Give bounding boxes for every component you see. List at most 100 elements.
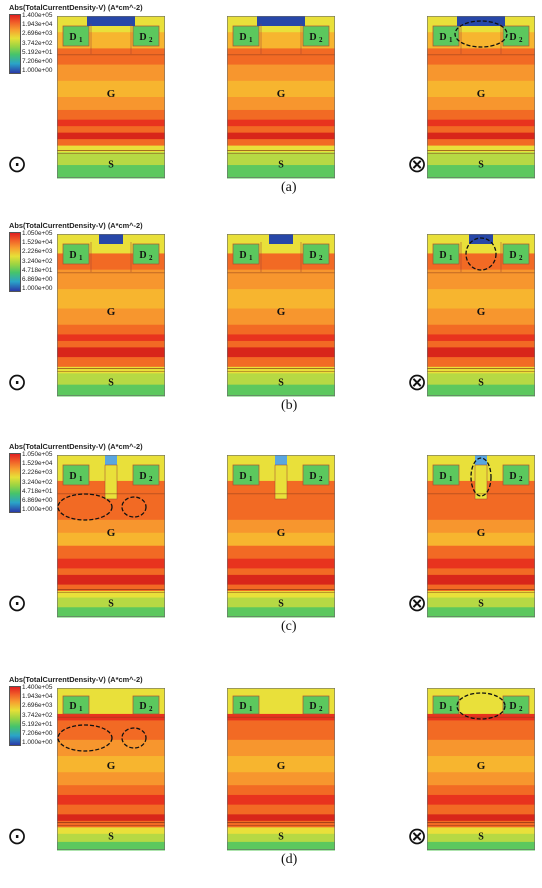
drain2-label: D xyxy=(139,701,146,712)
device-panel-r4-p1: D 1 D 2GS xyxy=(57,688,166,851)
drain2-label: D xyxy=(509,471,516,482)
drain1-subscript: 1 xyxy=(249,36,253,44)
legend-value: 1.000e+00 xyxy=(22,739,53,747)
source-label: S xyxy=(108,831,114,842)
drain1-subscript: 1 xyxy=(79,254,83,262)
legend-value: 5.192e+01 xyxy=(22,48,53,56)
drain1-label: D xyxy=(439,701,446,712)
field-out-of-page-icon: ⊙ xyxy=(7,368,28,396)
drain2-subscript: 2 xyxy=(519,705,523,713)
field-out-of-page-icon: ⊙ xyxy=(7,822,28,850)
source-label: S xyxy=(278,159,284,170)
gate-label: G xyxy=(277,760,286,772)
drain2-subscript: 2 xyxy=(519,254,523,262)
legend-title: Abs(TotalCurrentDensity-V) (A*cm^-2) xyxy=(9,3,143,12)
gate-label: G xyxy=(477,527,486,539)
drain1-subscript: 1 xyxy=(449,475,453,483)
source-label: S xyxy=(108,377,114,388)
drain2-subscript: 2 xyxy=(519,36,523,44)
legend-value: 1.529e+04 xyxy=(22,460,53,468)
drain2-subscript: 2 xyxy=(319,36,323,44)
source-label: S xyxy=(478,159,484,170)
device-panel-r2-p1: D 1 D 2GS xyxy=(57,234,166,397)
legend-value: 6.869e+00 xyxy=(22,497,53,504)
field-into-page-icon: ⊗ xyxy=(407,822,428,850)
subfigure-caption: (a) xyxy=(281,180,297,195)
legend-colorbar xyxy=(9,232,21,292)
drain1-subscript: 1 xyxy=(79,475,83,483)
drain1-label: D xyxy=(69,250,76,261)
field-out-of-page-icon: ⊙ xyxy=(7,589,28,617)
drain2-label: D xyxy=(509,250,516,261)
legend-value: 3.742e+02 xyxy=(22,39,53,47)
legend-value: 1.000e+00 xyxy=(22,67,53,75)
legend-value: 2.226e+03 xyxy=(22,248,53,256)
source-label: S xyxy=(478,831,484,842)
field-into-page-icon: ⊗ xyxy=(407,368,428,396)
device-panel-r1-p2: D 1 D 2GS xyxy=(227,16,336,179)
subfigure-caption: (b) xyxy=(281,398,298,413)
drain1-label: D xyxy=(439,32,446,43)
device-panel-r1-p3: D 1 D 2GS xyxy=(427,16,536,179)
drain1-label: D xyxy=(69,471,76,482)
drain2-subscript: 2 xyxy=(149,475,153,483)
gate-label: G xyxy=(277,306,286,318)
legend-colorbar xyxy=(9,14,21,74)
subfigure-caption: (d) xyxy=(281,852,298,867)
legend-value: 5.192e+01 xyxy=(22,720,53,728)
drain1-label: D xyxy=(239,701,246,712)
source-label: S xyxy=(278,598,284,609)
legend-colorbar xyxy=(9,686,21,746)
device-panel-r3-p3: D 1 D 2GS xyxy=(427,455,536,618)
legend-value: 4.718e+01 xyxy=(22,487,53,495)
drain2-subscript: 2 xyxy=(319,254,323,262)
source-label: S xyxy=(108,598,114,609)
drain1-label: D xyxy=(439,471,446,482)
legend-title: Abs(TotalCurrentDensity-V) (A*cm^-2) xyxy=(9,675,143,684)
gate-label: G xyxy=(107,760,116,772)
source-label: S xyxy=(478,377,484,388)
highlight-ellipse xyxy=(57,493,113,521)
legend-value: 3.240e+02 xyxy=(22,478,53,486)
device-panel-r2-p3: D 1 D 2GS xyxy=(427,234,536,397)
legend-value: 7.206e+00 xyxy=(22,730,53,737)
gate-label: G xyxy=(477,88,486,100)
highlight-ellipse xyxy=(121,496,147,518)
drain1-label: D xyxy=(69,32,76,43)
drain1-subscript: 1 xyxy=(449,36,453,44)
gate-label: G xyxy=(477,306,486,318)
gate-label: G xyxy=(107,88,116,100)
drain1-label: D xyxy=(439,250,446,261)
source-label: S xyxy=(278,831,284,842)
drain2-label: D xyxy=(309,471,316,482)
legend-value: 1.000e+00 xyxy=(22,285,53,293)
source-label: S xyxy=(278,377,284,388)
source-label: S xyxy=(478,598,484,609)
drain2-subscript: 2 xyxy=(149,254,153,262)
legend-value: 1.400e+05 xyxy=(22,12,53,19)
legend-value: 1.000e+00 xyxy=(22,506,53,514)
device-panel-r4-p2: D 1 D 2GS xyxy=(227,688,336,851)
drain1-subscript: 1 xyxy=(79,36,83,44)
drain2-label: D xyxy=(139,32,146,43)
highlight-ellipse xyxy=(57,724,113,752)
legend-title: Abs(TotalCurrentDensity-V) (A*cm^-2) xyxy=(9,221,143,230)
gate-label: G xyxy=(107,527,116,539)
legend-value: 1.050e+05 xyxy=(22,451,53,458)
drain2-label: D xyxy=(509,701,516,712)
gate-label: G xyxy=(107,306,116,318)
legend-value: 1.400e+05 xyxy=(22,684,53,691)
legend-value: 1.943e+04 xyxy=(22,21,53,29)
field-into-page-icon: ⊗ xyxy=(407,589,428,617)
drain2-subscript: 2 xyxy=(319,475,323,483)
legend-value: 6.869e+00 xyxy=(22,276,53,283)
legend-colorbar xyxy=(9,453,21,513)
device-panel-r4-p3: D 1 D 2GS xyxy=(427,688,536,851)
gate-label: G xyxy=(477,760,486,772)
highlight-ellipse xyxy=(470,457,492,497)
legend-value: 2.696e+03 xyxy=(22,30,53,38)
highlight-ellipse xyxy=(456,692,506,720)
drain2-label: D xyxy=(309,701,316,712)
legend-value: 3.742e+02 xyxy=(22,711,53,719)
